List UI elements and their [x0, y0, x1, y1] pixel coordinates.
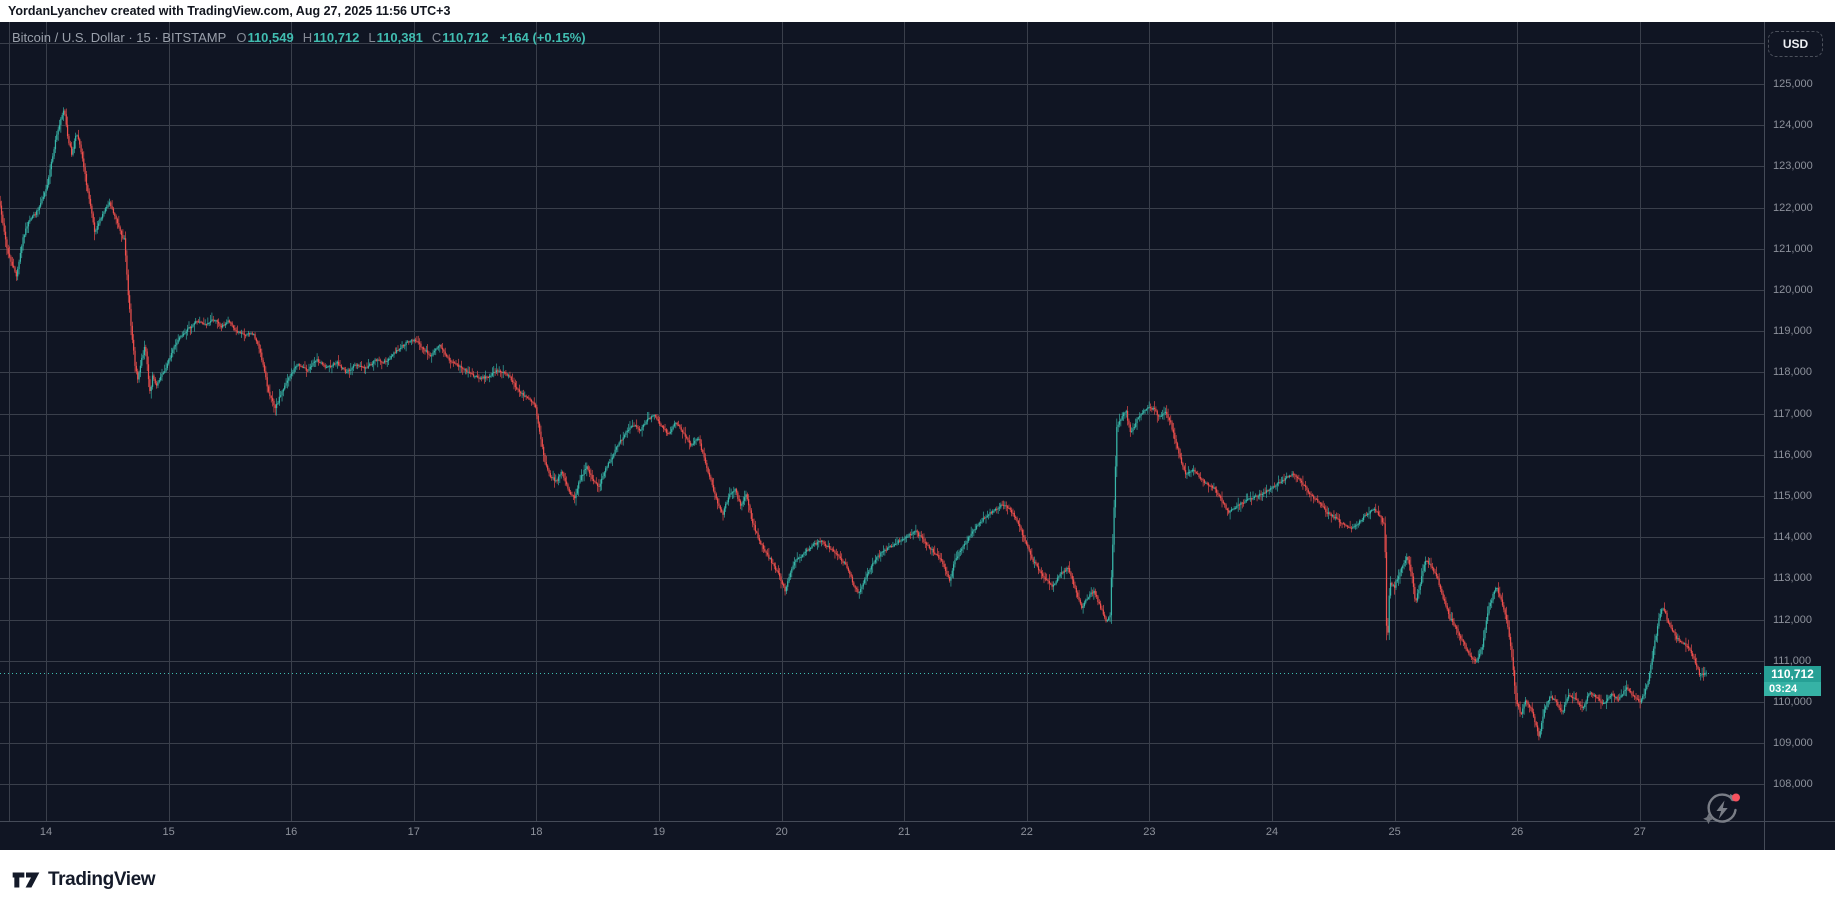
price-tick-label: 121,000	[1773, 242, 1813, 255]
price-tick-label: 110,000	[1773, 696, 1812, 708]
time-axis[interactable]: 14 15 16 17 18 19 20 21 22 23 24 25 26 27	[0, 821, 1764, 850]
last-price-badge[interactable]: 110,712 03:24	[1764, 666, 1821, 696]
ohlc-open: O 110,549	[236, 29, 294, 45]
lightning-bolt	[1716, 800, 1728, 819]
ohlc-close: C 110,712	[431, 29, 489, 45]
price-tick-label: 116,000	[1773, 448, 1812, 461]
snapshot-flash-icon[interactable]	[1700, 788, 1744, 832]
price-tick-label: 117,000	[1773, 407, 1812, 420]
ohlc-low: L 110,381	[368, 29, 423, 45]
price-tick-label: 124,000	[1773, 119, 1813, 132]
bar-countdown: 03:24	[1764, 682, 1821, 696]
time-tick-label: 18	[530, 826, 543, 838]
time-tick-label: 21	[898, 826, 911, 838]
footer: TradingView	[0, 850, 1835, 909]
price-tick-label: 125,000	[1773, 78, 1813, 90]
time-tick-label: 17	[407, 826, 420, 838]
time-tick-label: 15	[162, 826, 175, 838]
refresh-arc	[1707, 793, 1737, 823]
symbol-title[interactable]: Bitcoin / U.S. Dollar · 15 · BITSTAMP	[12, 29, 227, 45]
price-tick-label: 122,000	[1773, 201, 1813, 214]
price-tick-label: 112,000	[1773, 613, 1812, 626]
price-tick-label: 118,000	[1773, 366, 1812, 379]
ohlc-high: H 110,712	[302, 29, 360, 45]
time-tick-label: 22	[1020, 826, 1033, 838]
attribution-text: YordanLyanchev created with TradingView.…	[8, 4, 451, 18]
time-tick-label: 24	[1265, 826, 1279, 838]
price-tick-label: 115,000	[1773, 490, 1812, 502]
price-tick-label: 120,000	[1773, 284, 1813, 296]
price-tick-label: 114,000	[1773, 531, 1812, 544]
time-tick-label: 23	[1143, 826, 1156, 838]
time-tick-label: 20	[775, 826, 788, 838]
time-tick-label: 16	[285, 826, 298, 838]
tradingview-logo-icon	[12, 872, 40, 887]
time-tick-label: 26	[1511, 826, 1524, 838]
price-axis[interactable]: 125,000 124,000 123,000 122,000 121,000 120,0…	[1764, 22, 1835, 821]
price-tick-label: 123,000	[1773, 160, 1813, 173]
notification-dot	[1732, 793, 1740, 802]
time-tick-label: 14	[39, 826, 53, 838]
time-tick-label: 25	[1388, 826, 1401, 838]
price-tick-label: 119,000	[1773, 325, 1812, 338]
time-tick-label: 19	[652, 826, 666, 838]
time-tick-label: 27	[1633, 826, 1646, 838]
last-price-value: 110,712	[1764, 666, 1821, 682]
currency-button[interactable]: USD	[1768, 31, 1823, 57]
tradingview-logo[interactable]: TradingView	[11, 868, 156, 892]
sparkle	[1703, 813, 1714, 825]
price-change: +164 (+0.15%)	[499, 29, 586, 45]
price-tick-label: 108,000	[1773, 778, 1813, 791]
price-tick-label: 111,000	[1773, 654, 1812, 667]
candlestick-canvas[interactable]	[0, 22, 1835, 850]
attribution-bar: YordanLyanchev created with TradingView.…	[0, 0, 1835, 22]
tradingview-logo-text: TradingView	[48, 868, 156, 890]
price-tick-label: 109,000	[1773, 737, 1813, 750]
price-tick-label: 113,000	[1773, 572, 1812, 585]
